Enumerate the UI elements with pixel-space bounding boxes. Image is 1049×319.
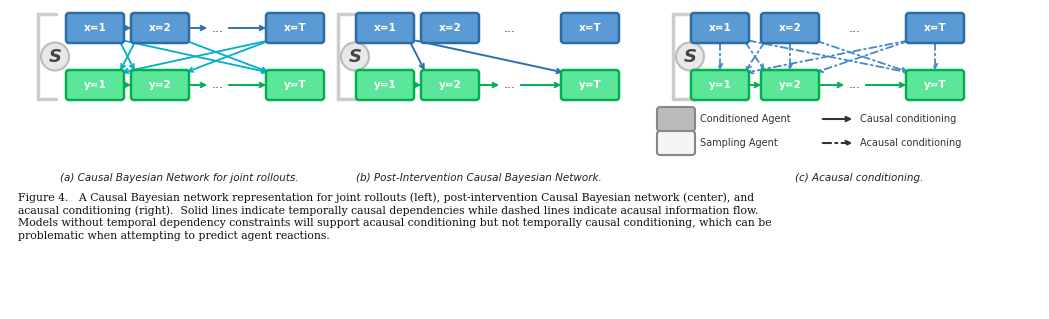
Text: Conditioned Agent: Conditioned Agent bbox=[700, 114, 791, 124]
Text: y=T: y=T bbox=[923, 80, 946, 90]
Text: Causal conditioning: Causal conditioning bbox=[860, 114, 957, 124]
Text: acausal conditioning (right).  Solid lines indicate temporally causal dependenci: acausal conditioning (right). Solid line… bbox=[18, 205, 758, 216]
Text: y=2: y=2 bbox=[149, 80, 171, 90]
Text: Figure 4.   A Causal Bayesian network representation for joint rollouts (left), : Figure 4. A Causal Bayesian network repr… bbox=[18, 192, 754, 203]
FancyBboxPatch shape bbox=[657, 107, 695, 131]
Text: ...: ... bbox=[849, 21, 861, 34]
Text: ...: ... bbox=[212, 78, 224, 92]
Text: x=T: x=T bbox=[283, 23, 306, 33]
Text: S: S bbox=[684, 48, 697, 65]
Circle shape bbox=[341, 42, 369, 70]
FancyBboxPatch shape bbox=[561, 70, 619, 100]
Text: y=T: y=T bbox=[579, 80, 601, 90]
Text: x=2: x=2 bbox=[149, 23, 171, 33]
Text: x=T: x=T bbox=[579, 23, 601, 33]
Text: ...: ... bbox=[504, 78, 516, 92]
Text: Sampling Agent: Sampling Agent bbox=[700, 138, 777, 148]
Text: y=2: y=2 bbox=[778, 80, 801, 90]
Circle shape bbox=[41, 42, 69, 70]
FancyBboxPatch shape bbox=[66, 13, 124, 43]
FancyBboxPatch shape bbox=[66, 70, 124, 100]
FancyBboxPatch shape bbox=[131, 70, 189, 100]
Text: (b) Post-Intervention Causal Bayesian Network.: (b) Post-Intervention Causal Bayesian Ne… bbox=[356, 173, 602, 183]
FancyBboxPatch shape bbox=[266, 13, 324, 43]
FancyBboxPatch shape bbox=[356, 70, 414, 100]
Text: x=1: x=1 bbox=[373, 23, 397, 33]
Text: S: S bbox=[348, 48, 362, 65]
Circle shape bbox=[676, 42, 704, 70]
Text: y=1: y=1 bbox=[373, 80, 397, 90]
Text: ...: ... bbox=[504, 21, 516, 34]
FancyBboxPatch shape bbox=[761, 70, 819, 100]
FancyBboxPatch shape bbox=[906, 70, 964, 100]
FancyBboxPatch shape bbox=[761, 13, 819, 43]
Text: x=T: x=T bbox=[923, 23, 946, 33]
Text: problematic when attempting to predict agent reactions.: problematic when attempting to predict a… bbox=[18, 231, 329, 241]
Text: x=1: x=1 bbox=[709, 23, 731, 33]
Text: x=2: x=2 bbox=[778, 23, 801, 33]
FancyBboxPatch shape bbox=[421, 13, 479, 43]
Text: x=1: x=1 bbox=[84, 23, 106, 33]
Text: x=2: x=2 bbox=[438, 23, 462, 33]
Text: y=1: y=1 bbox=[84, 80, 106, 90]
FancyBboxPatch shape bbox=[691, 70, 749, 100]
FancyBboxPatch shape bbox=[356, 13, 414, 43]
Text: (c) Acausal conditioning.: (c) Acausal conditioning. bbox=[795, 173, 924, 183]
Text: y=1: y=1 bbox=[709, 80, 731, 90]
FancyBboxPatch shape bbox=[421, 70, 479, 100]
FancyBboxPatch shape bbox=[561, 13, 619, 43]
Text: Models without temporal dependency constraints will support acausal conditioning: Models without temporal dependency const… bbox=[18, 218, 772, 228]
FancyBboxPatch shape bbox=[906, 13, 964, 43]
Text: (a) Causal Bayesian Network for joint rollouts.: (a) Causal Bayesian Network for joint ro… bbox=[60, 173, 298, 183]
Text: y=T: y=T bbox=[283, 80, 306, 90]
Text: ...: ... bbox=[212, 21, 224, 34]
Text: S: S bbox=[48, 48, 62, 65]
Text: ...: ... bbox=[849, 78, 861, 92]
FancyBboxPatch shape bbox=[691, 13, 749, 43]
FancyBboxPatch shape bbox=[657, 131, 695, 155]
Text: y=2: y=2 bbox=[438, 80, 462, 90]
FancyBboxPatch shape bbox=[131, 13, 189, 43]
FancyBboxPatch shape bbox=[266, 70, 324, 100]
Text: Acausal conditioning: Acausal conditioning bbox=[860, 138, 961, 148]
